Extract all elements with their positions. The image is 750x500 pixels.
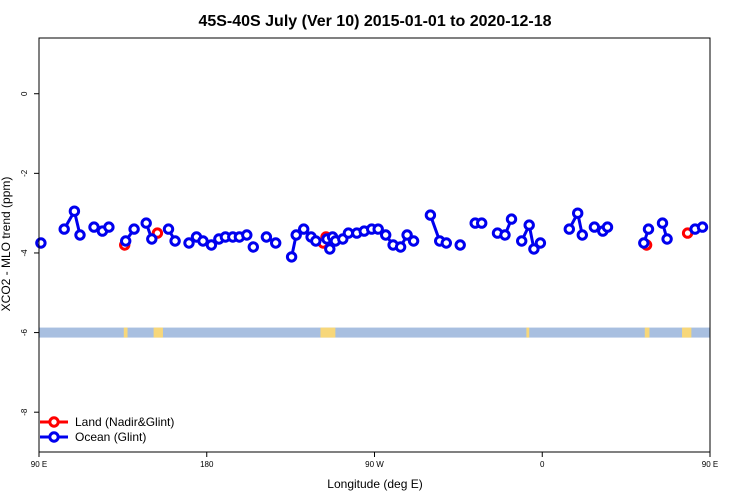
legend-item-ocean: Ocean (Glint): [40, 430, 146, 444]
series-ocean-point-6: [103, 221, 115, 233]
series-ocean-point-53: [505, 213, 518, 225]
series-ocean-point-43: [401, 229, 413, 241]
land-span-1: [153, 327, 163, 338]
x-tick-label-3: 0: [540, 460, 545, 469]
x-tick-label-2: 90 W: [365, 460, 384, 469]
land-span-0: [123, 327, 128, 338]
series-ocean-point-66: [656, 217, 669, 229]
legend-swatch-marker-ocean: [48, 431, 60, 443]
series-ocean-point-64: [638, 237, 650, 249]
legend-swatch-marker-land: [48, 416, 60, 428]
series-ocean-point-8: [128, 223, 140, 235]
y-tick-label-0: 0: [20, 91, 29, 96]
x-tick-label-1: 180: [200, 460, 214, 469]
series-ocean-point-1: [58, 223, 70, 235]
series-ocean-point-63: [601, 221, 614, 233]
series-ocean-point-4: [88, 221, 100, 233]
series-ocean-point-52: [499, 229, 511, 241]
series-ocean-point-42: [394, 241, 407, 253]
x-axis-label: Longitude (deg E): [327, 477, 422, 491]
series-ocean-point-55: [523, 219, 535, 231]
legend: Land (Nadir&Glint) Ocean (Glint): [40, 415, 174, 444]
series-ocean: [35, 205, 709, 263]
legend-label-land: Land (Nadir&Glint): [75, 415, 174, 429]
series-ocean-point-56: [528, 243, 540, 255]
land-span-4: [644, 327, 650, 338]
chart-title: 45S-40S July (Ver 10) 2015-01-01 to 2020…: [198, 13, 551, 30]
land-span-3: [526, 327, 530, 338]
series-ocean-point-57: [534, 237, 547, 249]
series-ocean-point-25: [285, 251, 298, 263]
series-ocean-point-7: [120, 235, 132, 247]
series-ocean-point-0: [35, 237, 47, 249]
series-ocean-point-13: [183, 237, 195, 249]
series-ocean-point-60: [576, 229, 588, 241]
series-ocean-point-40: [380, 229, 392, 241]
series-ocean-point-45: [424, 209, 437, 221]
series-ocean-point-44: [407, 235, 420, 247]
y-axis-label: XCO2 - MLO trend (ppm): [0, 177, 13, 312]
land-span-5: [682, 327, 692, 338]
series-ocean-point-11: [162, 223, 175, 235]
land-ocean-band: [39, 327, 710, 338]
series-ocean-point-24: [270, 237, 282, 249]
series-ocean-point-23: [260, 231, 273, 243]
series-ocean-point-29: [310, 235, 322, 247]
series-ocean-point-3: [74, 229, 86, 241]
series-ocean-point-69: [696, 221, 709, 233]
series-ocean-point-2: [68, 205, 81, 217]
land-span-2: [320, 327, 336, 338]
y-tick-label-2: -4: [20, 249, 29, 257]
series-ocean-point-21: [241, 229, 253, 241]
series-ocean-point-65: [642, 223, 655, 235]
plot-frame: [38, 37, 711, 453]
series-ocean-point-15: [197, 235, 209, 247]
x-tick-label-4: 90 E: [702, 460, 718, 469]
series-ocean-point-26: [290, 229, 302, 241]
series-ocean-point-54: [516, 235, 528, 247]
series-layer: [35, 205, 709, 263]
y-tick-label-4: -8: [20, 408, 29, 416]
x-tick-label-0: 90 E: [31, 460, 47, 469]
series-ocean-point-61: [588, 221, 601, 233]
axis-layer: 90 E 180 90 W 0 90 E 0 -2 -4 -6 -8: [20, 91, 718, 469]
series-ocean-point-22: [247, 241, 260, 253]
series-ocean-point-16: [205, 239, 218, 251]
legend-item-land: Land (Nadir&Glint): [40, 415, 174, 429]
series-ocean-point-9: [140, 217, 152, 229]
series-ocean-point-50: [476, 217, 488, 229]
series-ocean-point-10: [146, 233, 158, 245]
series-ocean-point-31: [324, 243, 336, 255]
y-tick-label-3: -6: [20, 328, 29, 336]
series-ocean-point-58: [563, 223, 575, 235]
legend-label-ocean: Ocean (Glint): [75, 430, 146, 444]
y-tick-label-1: -2: [20, 169, 29, 177]
ocean-band: [39, 327, 710, 338]
series-ocean-point-39: [372, 223, 384, 235]
series-ocean-point-47: [440, 237, 452, 249]
series-ocean-point-59: [572, 207, 584, 219]
series-ocean-point-27: [298, 223, 310, 235]
series-ocean-point-12: [169, 235, 181, 247]
series-ocean-point-67: [661, 233, 673, 245]
series-ocean-point-48: [454, 239, 466, 251]
